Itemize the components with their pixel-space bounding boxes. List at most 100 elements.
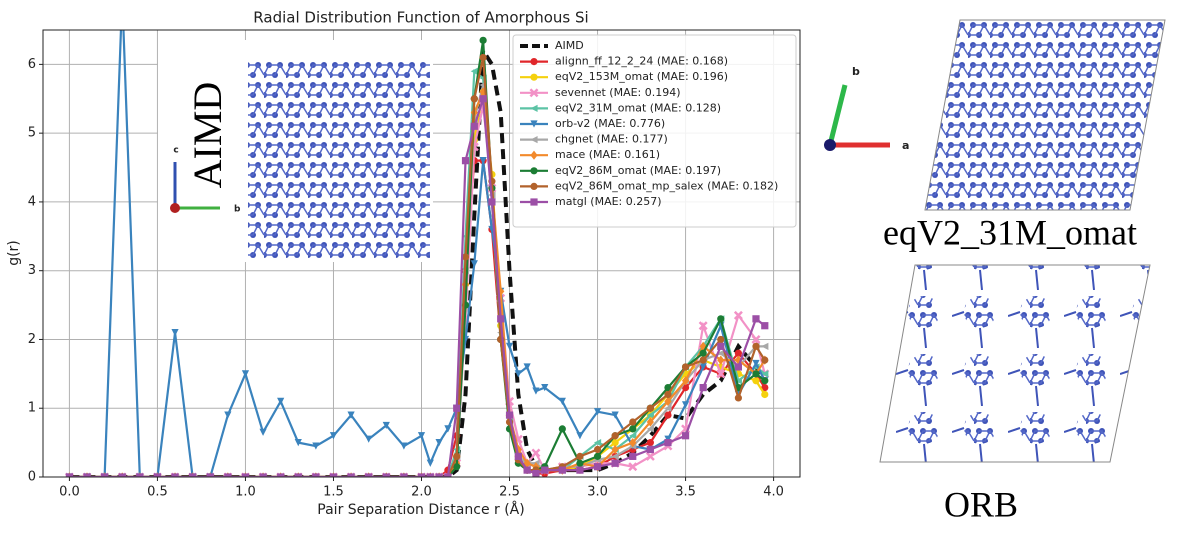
marker xyxy=(532,387,540,395)
marker xyxy=(497,315,505,323)
y-tick-label: 2 xyxy=(28,332,36,347)
marker xyxy=(365,435,373,443)
marker xyxy=(347,411,355,419)
marker xyxy=(699,349,707,357)
x-tick-label: 2.5 xyxy=(499,485,520,500)
x-tick-label: 2.0 xyxy=(411,485,432,500)
axis-b-label: b xyxy=(234,205,241,215)
marker xyxy=(646,425,654,433)
marker xyxy=(646,404,654,412)
marker xyxy=(461,157,470,165)
eqv2-structure xyxy=(924,19,1166,211)
marker xyxy=(259,473,267,477)
marker xyxy=(593,445,602,454)
marker xyxy=(611,411,619,419)
marker xyxy=(699,341,707,351)
marker xyxy=(716,369,726,379)
marker xyxy=(531,448,541,458)
aimd-structure xyxy=(248,58,430,258)
axis-a-label: a xyxy=(902,139,909,152)
inset-label: AIMD xyxy=(185,82,230,189)
marker xyxy=(417,432,426,440)
marker xyxy=(681,376,690,386)
marker xyxy=(611,439,619,447)
marker xyxy=(479,53,487,62)
marker xyxy=(734,355,742,365)
marker xyxy=(453,404,461,412)
marker xyxy=(277,473,285,477)
marker xyxy=(453,452,461,460)
marker xyxy=(646,417,654,427)
marker xyxy=(514,370,522,378)
legend-label: alignn_ff_12_2_24 (MAE: 0.168) xyxy=(555,55,728,68)
marker xyxy=(382,421,390,430)
marker xyxy=(699,356,707,364)
axis-arrow-b xyxy=(827,84,848,146)
x-tick-label: 0.0 xyxy=(59,485,80,500)
marker xyxy=(761,356,769,364)
marker xyxy=(435,473,443,477)
marker xyxy=(734,394,742,402)
marker xyxy=(558,425,566,433)
marker xyxy=(479,95,487,103)
marker xyxy=(153,473,162,477)
marker xyxy=(523,363,531,371)
marker xyxy=(479,36,487,44)
orb-structure xyxy=(879,264,1151,463)
marker xyxy=(681,384,690,392)
series-line xyxy=(69,44,767,477)
marker xyxy=(681,432,690,440)
marker xyxy=(646,445,654,454)
x-tick-label: 3.0 xyxy=(587,485,608,500)
marker xyxy=(629,438,637,448)
marker xyxy=(532,469,540,477)
marker xyxy=(733,310,743,320)
legend-label: chgnet (MAE: 0.177) xyxy=(555,133,668,146)
x-tick-label: 0.5 xyxy=(147,485,168,500)
marker xyxy=(101,473,109,477)
marker xyxy=(189,473,197,477)
marker xyxy=(461,253,470,261)
marker xyxy=(576,466,584,474)
marker xyxy=(629,418,637,426)
marker xyxy=(400,473,408,477)
marker xyxy=(171,328,179,337)
marker xyxy=(761,384,769,392)
series xyxy=(65,95,769,477)
series-line xyxy=(69,91,766,477)
marker xyxy=(611,452,619,460)
marker xyxy=(426,459,434,467)
marker xyxy=(646,411,654,419)
marker xyxy=(470,95,478,103)
marker xyxy=(558,466,566,474)
y-axis-label: g(r) xyxy=(6,240,22,266)
marker xyxy=(751,334,761,344)
marker xyxy=(761,377,769,385)
marker xyxy=(171,473,179,477)
marker xyxy=(444,473,452,477)
axis-c-label: c xyxy=(173,146,178,156)
marker xyxy=(611,444,619,455)
marker xyxy=(699,363,707,371)
marker xyxy=(593,408,602,416)
marker xyxy=(136,473,144,477)
axis-origin xyxy=(170,203,180,213)
legend-box xyxy=(512,34,797,228)
x-tick-label: 4.0 xyxy=(763,485,784,500)
marker xyxy=(541,466,549,474)
legend-label: eqV2_86M_omat_mp_salex (MAE: 0.182) xyxy=(555,179,778,192)
marker xyxy=(629,452,637,460)
marker xyxy=(734,349,742,357)
marker xyxy=(734,363,742,371)
marker xyxy=(347,473,355,477)
marker xyxy=(426,473,434,477)
marker xyxy=(664,411,672,419)
marker xyxy=(611,459,619,467)
marker xyxy=(752,370,760,378)
marker xyxy=(65,473,74,477)
marker xyxy=(444,425,452,433)
marker xyxy=(664,390,672,399)
chart-title: Radial Distribution Function of Amorphou… xyxy=(253,9,588,27)
marker xyxy=(629,425,637,433)
marker xyxy=(593,463,602,471)
